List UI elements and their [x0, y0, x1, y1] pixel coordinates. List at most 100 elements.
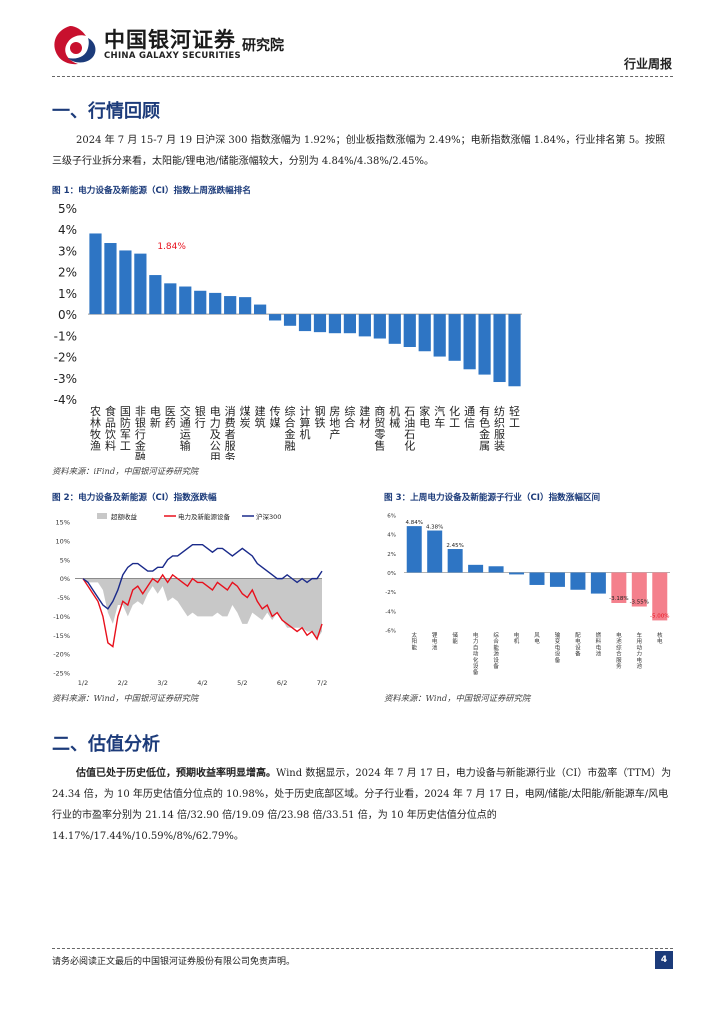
section1-paragraph: 2024 年 7 月 15-7 月 19 日沪深 300 指数涨幅为 1.92%…: [52, 130, 672, 172]
fig1-ytick: -4%: [54, 393, 77, 407]
fig1-ytick: 0%: [58, 308, 77, 322]
fig1-xlabel-char: 融: [285, 440, 296, 453]
fig1-bar: [328, 314, 342, 334]
fig1-bar: [149, 275, 162, 315]
fig1-xlabel: 轻工: [509, 404, 520, 430]
fig1-xlabel: 银行: [195, 404, 206, 430]
fig1-xlabel-char: 合: [285, 416, 296, 430]
fig1-xlabel-char: 贸: [374, 417, 385, 430]
fig3-bar: [468, 564, 484, 573]
fig2-ytick: 0%: [60, 575, 70, 583]
fig3-data-label: -5.00%: [650, 613, 669, 619]
fig3-xlabel-char: 设: [555, 650, 561, 658]
fig1-xlabel: 家电: [419, 404, 430, 430]
fig1-xlabel: 钢铁: [314, 405, 325, 430]
fig1-xlabel-char: 银: [195, 404, 206, 418]
fig3-xlabel-char: 设: [493, 656, 499, 664]
fig3-chart: 6%4%2%0%-2%-4%-6%4.84%太阳能4.38%锂电池2.45%储能…: [385, 514, 670, 676]
fig1-bar: [343, 314, 356, 334]
fig1-xlabel-char: 行: [195, 417, 206, 430]
fig1-xlabel-char: 计: [300, 405, 311, 418]
fig1-xlabel-char: 及: [210, 428, 221, 441]
fig1-bar: [239, 297, 252, 315]
fig1-ytick: 4%: [58, 223, 77, 237]
fig1-xlabel-char: 输: [180, 439, 191, 453]
fig1-xlabel-char: 电: [210, 405, 221, 418]
fig1-xlabel: 电力及公用事业: [210, 405, 221, 460]
fig1-xlabel-char: 装: [494, 440, 505, 453]
fig3-xlabel-char: 电: [575, 637, 581, 645]
page-number: 4: [655, 951, 673, 969]
fig3-xlabel-char: 电: [596, 643, 602, 651]
fig3-caption: 图 3：上周电力设备及新能源子行业（CI）指数涨幅区间: [384, 493, 601, 503]
fig1-xlabel: 建材: [359, 404, 370, 430]
fig1-xlabel-char: 材: [359, 416, 370, 430]
fig1-xlabel-char: 行: [135, 428, 146, 441]
fig3-xlabel-char: 池: [596, 650, 602, 658]
fig2-xtick: 3/2: [157, 679, 167, 687]
fig1-xlabel-char: 房: [329, 405, 340, 418]
fig2-ytick: -10%: [53, 613, 70, 621]
fig1-xlabel-char: 属: [479, 440, 490, 453]
fig1-xlabel-char: 公: [210, 440, 221, 453]
fig1-xlabel-char: 综: [285, 404, 296, 418]
fig2-chart: 15% 10% 5% 0% -5% -10% -15% -20% -25% 超额收益 电力及新能源设…: [53, 512, 327, 687]
fig3-xlabel-char: 输: [555, 631, 561, 639]
fig3-xlabel-char: 电: [616, 631, 622, 639]
fig1-xlabel-char: 通: [464, 405, 475, 418]
fig2-xtick: 4/2: [197, 679, 207, 687]
fig3-xlabel-char: 备: [575, 650, 581, 658]
fig3-ytick: 0%: [387, 571, 396, 577]
fig3-bar: [427, 530, 443, 573]
fig1-xlabel-char: 传: [270, 405, 281, 418]
fig3-xlabel: 太阳能: [411, 631, 417, 651]
fig3-ytick: -2%: [385, 590, 396, 596]
fig1-xlabel-char: 石: [404, 428, 415, 441]
fig3-xlabel-char: 设: [473, 662, 479, 670]
fig3-xlabel-char: 合: [493, 637, 499, 645]
fig1-xlabel-char: 综: [344, 404, 355, 418]
fig1-xlabel-char: 建: [359, 404, 370, 418]
fig1-xlabel-char: 合: [344, 416, 355, 430]
fig3-xlabel-char: 务: [616, 662, 622, 670]
fig1-xlabel-char: 通: [180, 417, 191, 430]
fig1-bar: [164, 283, 177, 315]
fig1-bar: [403, 314, 416, 348]
report-type: 行业周报: [623, 57, 672, 71]
fig3-xlabel-char: 能: [452, 637, 458, 645]
fig3-xlabel-char: 电: [534, 637, 540, 645]
fig1-xlabel: 机械: [389, 404, 400, 430]
fig1-xlabel-char: 车: [434, 416, 445, 430]
fig1-xlabel-char: 消: [225, 404, 236, 418]
fig3-xlabel-char: 电: [657, 637, 663, 645]
fig1-bar: [179, 286, 192, 315]
fig1-xlabel-char: 建: [255, 404, 266, 418]
fig1-xlabel-char: 饮: [105, 428, 116, 441]
fig1-xlabel: 汽车: [434, 404, 445, 430]
fig3-xlabel-char: 源: [493, 650, 499, 658]
fig3-bar: [549, 572, 565, 587]
fig1-bar: [104, 243, 117, 315]
fig1-chart: 5%4%3%2%1%0%-1%-2%-3%-4%农林牧渔食品饮料国防军工非银行金…: [54, 202, 522, 460]
fig1-xlabel-char: 林: [90, 416, 101, 430]
fig3-xlabel-char: 能: [411, 643, 417, 651]
fig3-xlabel-char: 备: [473, 668, 479, 676]
fig1-xlabel-char: 农: [90, 404, 101, 418]
fig3-xlabel-char: 池: [616, 637, 622, 645]
fig1-xlabel-char: 者: [225, 428, 236, 441]
brand-name-en: CHINA GALAXY SECURITIES: [104, 51, 241, 61]
fig3-data-label: 4.38%: [426, 525, 443, 531]
fig3-xlabel-char: 设: [575, 643, 581, 651]
fig3-xlabel: 核电: [657, 631, 663, 645]
fig1-xlabel: 房地产: [329, 405, 340, 441]
brand-department: 研究院: [242, 38, 284, 54]
fig1-xlabel-char: 工: [120, 440, 131, 453]
fig1-xlabel-char: 电: [150, 405, 161, 418]
fig1-xlabel-char: 炭: [240, 417, 251, 430]
fig1-bar: [313, 314, 327, 333]
fig3-bar: [488, 566, 504, 573]
fig1-bar: [119, 250, 132, 315]
